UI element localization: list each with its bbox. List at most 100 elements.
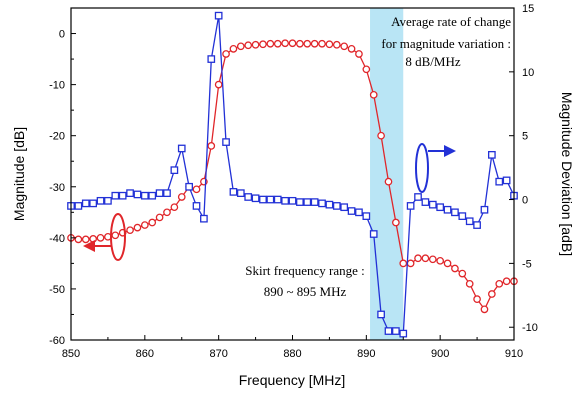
- magnitude-point: [310, 39, 319, 48]
- magnitude-point: [96, 233, 105, 242]
- left-axis-indicator: [83, 213, 126, 261]
- x-axis: 850 860 870 880 890 900 910: [62, 335, 523, 360]
- magnitude-point: [155, 213, 164, 222]
- magnitude-point: [347, 45, 356, 53]
- magnitude-point: [318, 39, 326, 48]
- deviation-point: [81, 199, 90, 208]
- magnitude-point: [148, 218, 157, 227]
- deviation-point: [303, 198, 312, 206]
- deviation-point: [288, 196, 297, 205]
- deviation-point: [273, 195, 282, 204]
- deviation-point: [170, 166, 179, 175]
- deviation-point: [414, 193, 422, 201]
- magnitude-point: [473, 295, 481, 303]
- magnitude-point: [259, 40, 267, 49]
- magnitude-point: [377, 131, 385, 140]
- rate-annotation-line1: Average rate of change: [391, 14, 511, 29]
- deviation-point: [74, 202, 83, 210]
- magnitude-point: [288, 39, 297, 48]
- deviation-point: [325, 200, 334, 209]
- y-left-tick-label: -50: [49, 284, 65, 296]
- magnitude-point: [384, 177, 393, 186]
- deviation-point: [480, 205, 489, 214]
- magnitude-point: [74, 235, 83, 244]
- magnitude-point: [332, 40, 341, 49]
- magnitude-point: [111, 231, 120, 240]
- skirt-annotation-line2: 890 ~ 895 MHz: [264, 284, 347, 299]
- deviation-point: [473, 221, 481, 229]
- deviation-point: [458, 212, 467, 220]
- deviation-point: [406, 202, 415, 210]
- deviation-point: [310, 198, 319, 206]
- deviation-point: [200, 214, 208, 223]
- deviation-point: [451, 208, 459, 217]
- magnitude-point: [458, 269, 467, 278]
- y-right-tick-label: -5: [522, 258, 532, 270]
- blue-arrow-head: [444, 145, 456, 157]
- right-axis-indicator: [415, 143, 456, 193]
- x-tick-label: 900: [431, 348, 449, 360]
- magnitude-point: [399, 259, 408, 268]
- magnitude-point: [436, 256, 445, 265]
- magnitude-point: [443, 259, 452, 268]
- deviation-point: [126, 189, 134, 198]
- magnitude-point: [236, 42, 245, 51]
- deviation-point: [392, 327, 400, 335]
- deviation-point: [487, 150, 496, 159]
- magnitude-point: [281, 39, 289, 48]
- magnitude-point: [340, 42, 349, 51]
- magnitude-point: [392, 218, 400, 227]
- magnitude-point: [451, 264, 459, 273]
- deviation-point: [133, 190, 142, 199]
- x-tick-label: 870: [209, 348, 227, 360]
- magnitude-point: [251, 40, 260, 49]
- deviation-point: [104, 196, 112, 205]
- y-left-tick-label: -20: [49, 131, 65, 143]
- y-left-axis: 0 -10 -20 -30 -40 -50 -60: [49, 29, 76, 347]
- x-tick-label: 890: [357, 348, 375, 360]
- magnitude-point: [369, 90, 378, 99]
- y-right-axis: 15 10 5 0 -5 -10: [509, 3, 538, 334]
- red-series-ellipse: [110, 213, 126, 261]
- deviation-point: [340, 203, 349, 212]
- deviation-point: [192, 202, 201, 210]
- deviation-point: [436, 203, 445, 212]
- magnitude-point: [362, 65, 371, 74]
- deviation-point: [399, 329, 408, 338]
- deviation-point: [377, 310, 385, 319]
- red-arrow-head: [83, 240, 95, 252]
- deviation-point: [362, 212, 371, 220]
- rate-annotation-line3: 8 dB/MHz: [405, 54, 460, 69]
- y-left-tick-label: -40: [49, 233, 65, 245]
- deviation-point: [96, 196, 105, 205]
- x-tick-label: 880: [283, 348, 301, 360]
- deviation-point: [355, 208, 363, 217]
- deviation-point: [118, 191, 127, 200]
- magnitude-point: [222, 50, 230, 58]
- deviation-point: [318, 199, 326, 208]
- magnitude-point: [355, 50, 363, 58]
- magnitude-point: [480, 305, 489, 314]
- deviation-point: [266, 195, 275, 204]
- magnitude-point: [140, 221, 149, 229]
- magnitude-point: [325, 40, 334, 49]
- y-left-tick-label: -10: [49, 80, 65, 92]
- magnitude-point: [177, 193, 186, 201]
- y-right-axis-title: Magnitude Deviation [adB]: [559, 92, 575, 256]
- deviation-point: [163, 189, 171, 198]
- magnitude-point: [303, 39, 312, 48]
- y-right-tick-label: 0: [522, 195, 528, 207]
- deviation-point: [155, 189, 164, 198]
- deviation-point: [185, 182, 193, 191]
- magnitude-point: [266, 39, 275, 48]
- y-right-tick-label: 15: [522, 3, 534, 15]
- magnitude-point: [163, 208, 171, 217]
- magnitude-point: [133, 223, 142, 232]
- deviation-point: [214, 11, 223, 20]
- magnitude-point: [214, 80, 223, 89]
- magnitude-point: [296, 39, 304, 48]
- deviation-point: [244, 193, 253, 201]
- magnitude-point: [487, 290, 496, 298]
- magnitude-point: [229, 45, 238, 53]
